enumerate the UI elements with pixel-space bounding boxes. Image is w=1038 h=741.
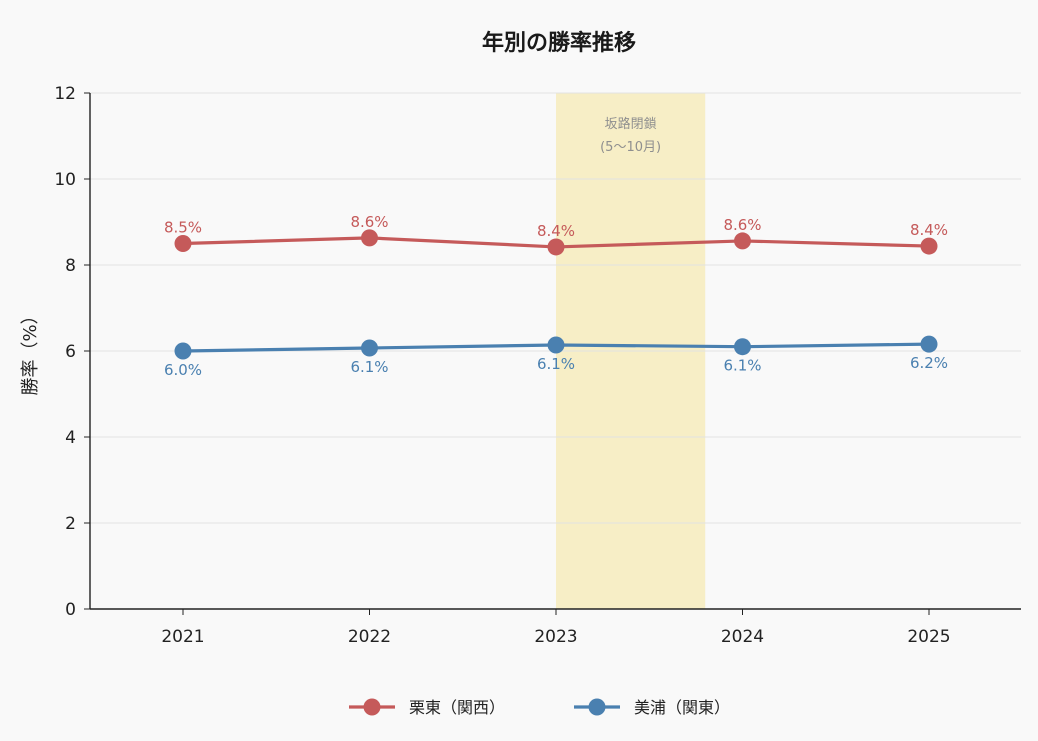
series-layer: [174, 229, 938, 360]
x-tick-label: 2023: [534, 627, 577, 647]
data-label: 8.5%: [164, 219, 202, 237]
legend-label-0: 栗東（関西）: [409, 698, 505, 717]
axis-layer: 0 2 4 6 8 10 12 2021 2022 2023 2024 2025: [54, 84, 1021, 647]
data-label: 8.6%: [350, 213, 388, 231]
y-axis-label: 勝率（%）: [20, 306, 41, 395]
data-label: 6.1%: [537, 355, 575, 373]
x-tick-label: 2024: [721, 627, 764, 647]
y-tick-label: 6: [65, 342, 76, 362]
data-point: [920, 335, 938, 353]
y-tick-label: 2: [65, 514, 76, 534]
data-point: [734, 232, 751, 250]
y-tick-label: 12: [54, 84, 76, 104]
data-label-layer: 8.5% 8.6% 8.4% 8.6% 8.4% 6.0% 6.1% 6.1% 6.1% 6.2%: [164, 213, 948, 379]
data-point: [174, 342, 192, 360]
data-point: [361, 229, 378, 247]
data-label: 6.1%: [723, 357, 761, 375]
data-label: 8.4%: [537, 222, 575, 240]
data-label: 6.2%: [910, 354, 948, 372]
y-tick-label: 4: [65, 428, 76, 448]
data-label: 8.4%: [910, 221, 948, 239]
band-label-line1: 坂路閉鎖: [605, 116, 657, 132]
legend: 栗東（関西） 美浦（関東）: [349, 698, 730, 717]
data-label: 8.6%: [723, 216, 761, 234]
y-tick-label: 8: [65, 256, 76, 276]
data-point: [361, 339, 378, 357]
data-point: [174, 235, 192, 252]
x-tick-label: 2025: [907, 627, 950, 647]
legend-marker-1: [588, 698, 606, 716]
y-tick-label: 0: [65, 600, 76, 620]
band-label-line2: (5〜10月): [600, 140, 661, 155]
data-label: 6.0%: [164, 361, 202, 379]
data-point: [734, 338, 751, 356]
data-point: [920, 237, 938, 255]
grid-layer: [90, 92, 1021, 524]
legend-label-1: 美浦（関東）: [634, 698, 730, 717]
data-point: [547, 336, 565, 354]
x-tick-label: 2022: [348, 627, 391, 647]
data-label: 6.1%: [350, 358, 388, 376]
data-point: [547, 238, 565, 256]
chart-title: 年別の勝率推移: [482, 30, 636, 56]
legend-marker-0: [363, 698, 381, 716]
y-tick-label: 10: [54, 170, 76, 190]
x-tick-label: 2021: [161, 627, 204, 647]
